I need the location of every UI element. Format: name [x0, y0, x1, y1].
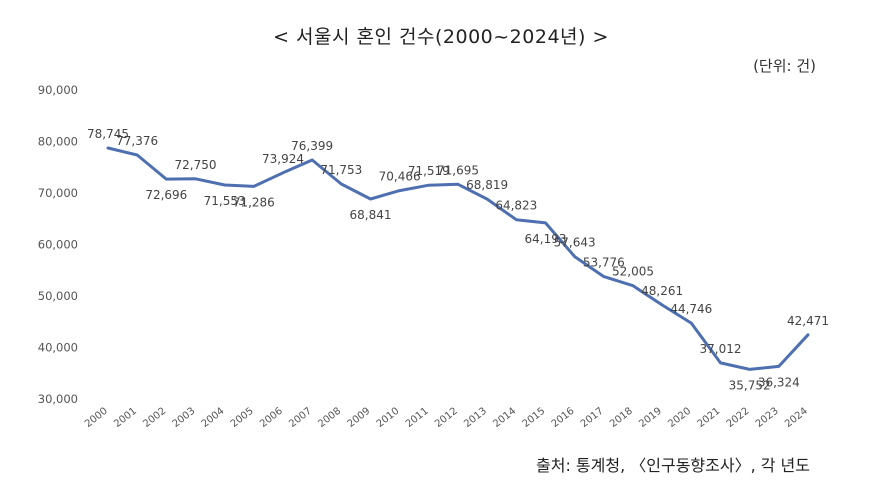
y-tick-label: 60,000: [38, 238, 78, 252]
series-line: [106, 146, 810, 371]
y-tick-label: 80,000: [38, 135, 78, 149]
data-label: 64,823: [495, 199, 537, 213]
data-point: [514, 218, 518, 222]
data-label: 78,745: [87, 127, 129, 141]
data-label: 71,286: [233, 195, 275, 209]
x-tick-label: 2012: [433, 406, 460, 430]
data-point: [310, 158, 314, 162]
data-point: [748, 367, 752, 371]
data-label: 76,399: [291, 139, 333, 153]
chart-title: < 서울시 혼인 건수(2000~2024년) >: [273, 26, 609, 48]
data-label: 72,750: [175, 158, 217, 172]
y-tick-label: 70,000: [38, 186, 78, 200]
data-label: 37,012: [700, 342, 742, 356]
x-tick-label: 2018: [608, 406, 635, 430]
x-tick-label: 2017: [579, 406, 606, 430]
unit-label: (단위: 건): [753, 57, 816, 75]
x-tick-label: 2010: [375, 406, 402, 430]
data-label: 71,519: [408, 164, 450, 178]
data-label: 64,193: [525, 232, 567, 246]
x-tick-label: 2003: [171, 406, 198, 430]
x-tick-label: 2005: [229, 406, 256, 430]
x-tick-label: 2024: [783, 406, 810, 430]
data-point: [427, 183, 431, 187]
y-tick-label: 90,000: [38, 83, 78, 97]
data-point: [602, 275, 606, 279]
data-point: [689, 321, 693, 325]
data-label: 77,376: [116, 134, 158, 148]
x-tick-label: 2019: [637, 406, 664, 430]
data-point: [660, 303, 664, 307]
x-tick-label: 2020: [666, 406, 693, 430]
data-label: 35,752: [729, 378, 771, 392]
data-label: 72,696: [145, 188, 187, 202]
data-point: [806, 333, 810, 337]
x-tick-label: 2016: [550, 406, 577, 430]
data-label: 71,753: [320, 163, 362, 177]
data-point: [339, 182, 343, 186]
data-point: [135, 153, 139, 157]
data-label: 48,261: [641, 284, 683, 298]
data-label: 36,324: [758, 375, 800, 389]
data-label: 42,471: [787, 314, 829, 328]
data-label: 68,841: [350, 208, 392, 222]
data-point: [631, 284, 635, 288]
x-tick-label: 2023: [754, 406, 781, 430]
data-label: 70,466: [379, 170, 421, 184]
x-tick-label: 2009: [346, 406, 373, 430]
x-tick-label: 2014: [491, 406, 518, 430]
data-point: [485, 197, 489, 201]
data-point: [573, 255, 577, 259]
data-label: 44,746: [670, 302, 712, 316]
x-tick-label: 2006: [258, 406, 285, 430]
data-label: 52,005: [612, 265, 654, 279]
data-label: 68,819: [466, 178, 508, 192]
data-point: [398, 189, 402, 193]
data-point: [194, 177, 198, 181]
data-label: 57,643: [554, 236, 596, 250]
data-point: [369, 197, 373, 201]
data-label: 73,924: [262, 152, 304, 166]
x-tick-label: 2015: [521, 406, 548, 430]
x-tick-label: 2007: [287, 406, 314, 430]
data-label: 53,776: [583, 256, 625, 270]
data-point: [164, 177, 168, 181]
data-point: [777, 364, 781, 368]
data-point: [252, 184, 256, 188]
data-label: 71,695: [437, 163, 479, 177]
source-note: 출처: 통계청, 〈인구동향조사〉, 각 년도: [536, 456, 810, 475]
data-point: [544, 221, 548, 225]
data-point: [719, 361, 723, 365]
x-tick-label: 2004: [200, 406, 227, 430]
y-tick-label: 30,000: [38, 392, 78, 406]
x-tick-label: 2001: [112, 406, 139, 430]
x-tick-label: 2002: [141, 406, 168, 430]
data-point: [281, 171, 285, 175]
x-tick-label: 2008: [316, 406, 343, 430]
data-point: [106, 146, 110, 150]
x-tick-label: 2021: [696, 406, 723, 430]
x-tick-label: 2022: [725, 406, 752, 430]
data-label: 71,553: [204, 194, 246, 208]
y-tick-label: 40,000: [38, 341, 78, 355]
data-point: [223, 183, 227, 187]
x-tick-label: 2000: [83, 406, 110, 430]
x-tick-label: 2011: [404, 406, 431, 430]
x-tick-label: 2013: [462, 406, 489, 430]
data-point: [456, 182, 460, 186]
y-tick-label: 50,000: [38, 289, 78, 303]
